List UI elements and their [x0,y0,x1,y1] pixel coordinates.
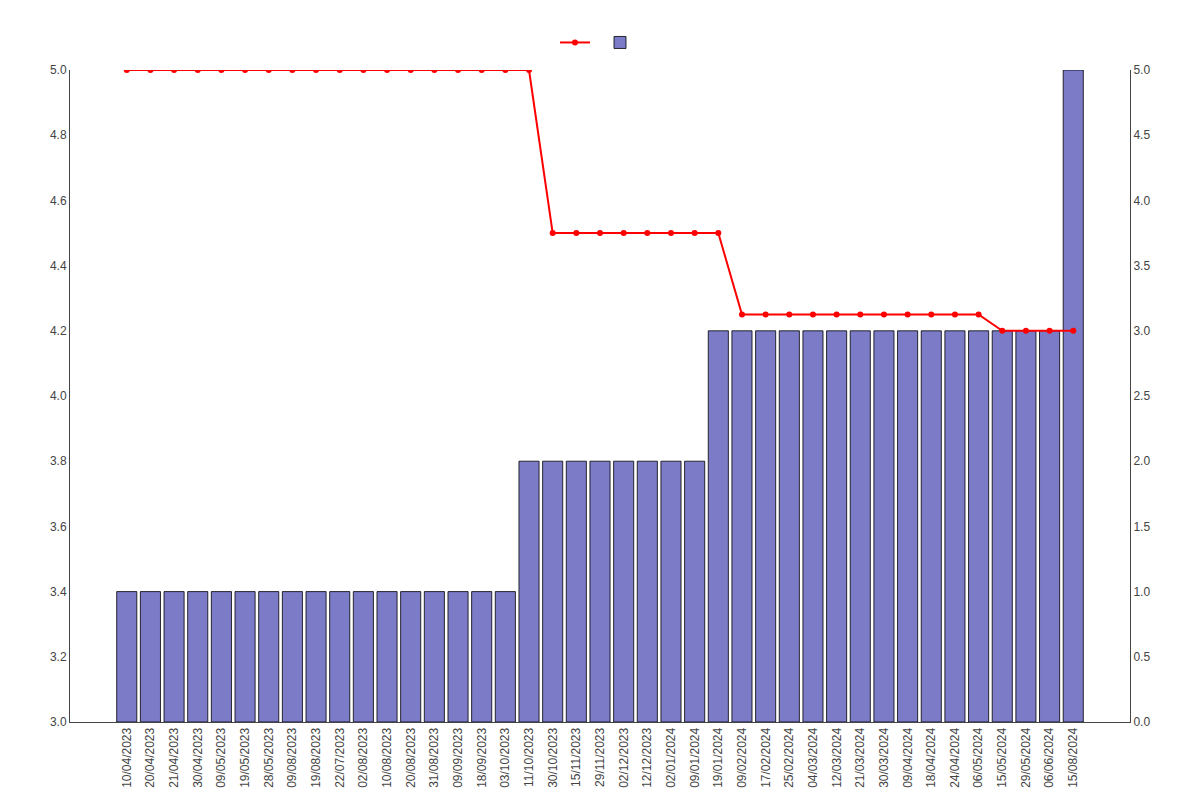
svg-text:06/05/2024: 06/05/2024 [972,727,986,787]
svg-text:20/04/2023: 20/04/2023 [143,727,157,787]
svg-text:02/01/2024: 02/01/2024 [664,727,678,787]
svg-text:12/12/2023: 12/12/2023 [640,727,654,787]
svg-text:19/01/2024: 19/01/2024 [711,727,725,787]
svg-text:17/02/2024: 17/02/2024 [759,727,773,787]
svg-text:30/03/2024: 30/03/2024 [877,727,891,787]
svg-text:11/10/2023: 11/10/2023 [522,727,536,786]
svg-text:09/08/2023: 09/08/2023 [285,727,299,787]
svg-text:31/08/2023: 31/08/2023 [427,727,441,787]
svg-text:4.0: 4.0 [1133,194,1150,208]
svg-text:20/08/2023: 20/08/2023 [404,727,418,787]
svg-text:03/10/2023: 03/10/2023 [498,727,512,787]
svg-text:3.6: 3.6 [50,520,67,534]
svg-text:3.5: 3.5 [1133,259,1150,273]
svg-text:2.5: 2.5 [1133,389,1150,403]
svg-text:5.0: 5.0 [50,63,67,77]
svg-text:15/11/2023: 15/11/2023 [569,727,583,786]
svg-text:30/04/2023: 30/04/2023 [191,727,205,787]
svg-text:4.5: 4.5 [1133,128,1150,142]
svg-text:3.0: 3.0 [50,715,67,729]
svg-text:02/08/2023: 02/08/2023 [356,727,370,787]
svg-text:1.0: 1.0 [1133,585,1150,599]
svg-text:18/09/2023: 18/09/2023 [475,727,489,787]
svg-text:09/09/2023: 09/09/2023 [451,727,465,787]
svg-text:09/04/2024: 09/04/2024 [901,727,915,787]
svg-text:15/08/2024: 15/08/2024 [1066,727,1080,787]
svg-text:24/04/2024: 24/04/2024 [948,727,962,787]
svg-text:02/12/2023: 02/12/2023 [617,727,631,787]
svg-text:21/04/2023: 21/04/2023 [167,727,181,787]
svg-text:12/03/2024: 12/03/2024 [830,727,844,787]
svg-text:4.8: 4.8 [50,128,67,142]
svg-text:04/03/2024: 04/03/2024 [806,727,820,787]
svg-text:09/05/2023: 09/05/2023 [214,727,228,787]
svg-text:3.0: 3.0 [1133,324,1150,338]
svg-text:25/02/2024: 25/02/2024 [782,727,796,787]
svg-text:5.0: 5.0 [1133,63,1150,77]
svg-text:4.4: 4.4 [50,259,67,273]
svg-text:4.2: 4.2 [50,324,67,338]
svg-text:3.2: 3.2 [50,650,67,664]
svg-text:15/05/2024: 15/05/2024 [995,727,1009,787]
svg-text:19/08/2023: 19/08/2023 [309,727,323,787]
svg-text:2.0: 2.0 [1133,454,1150,468]
svg-text:30/10/2023: 30/10/2023 [546,727,560,787]
svg-text:10/04/2023: 10/04/2023 [120,727,134,787]
svg-text:19/05/2023: 19/05/2023 [238,727,252,787]
svg-text:18/04/2024: 18/04/2024 [924,727,938,787]
svg-text:28/05/2023: 28/05/2023 [262,727,276,787]
svg-text:4.6: 4.6 [50,194,67,208]
svg-text:10/08/2023: 10/08/2023 [380,727,394,787]
svg-text:22/07/2023: 22/07/2023 [333,727,347,787]
svg-text:09/02/2024: 09/02/2024 [735,727,749,787]
svg-text:06/06/2024: 06/06/2024 [1042,727,1056,787]
svg-text:4.0: 4.0 [50,389,67,403]
svg-text:0.0: 0.0 [1133,715,1150,729]
svg-text:29/11/2023: 29/11/2023 [593,727,607,786]
svg-text:0.5: 0.5 [1133,650,1150,664]
svg-text:09/01/2024: 09/01/2024 [688,727,702,787]
svg-text:3.8: 3.8 [50,454,67,468]
svg-text:21/03/2024: 21/03/2024 [853,727,867,787]
svg-text:1.5: 1.5 [1133,520,1150,534]
svg-text:29/05/2024: 29/05/2024 [1019,727,1033,787]
svg-text:3.4: 3.4 [50,585,67,599]
